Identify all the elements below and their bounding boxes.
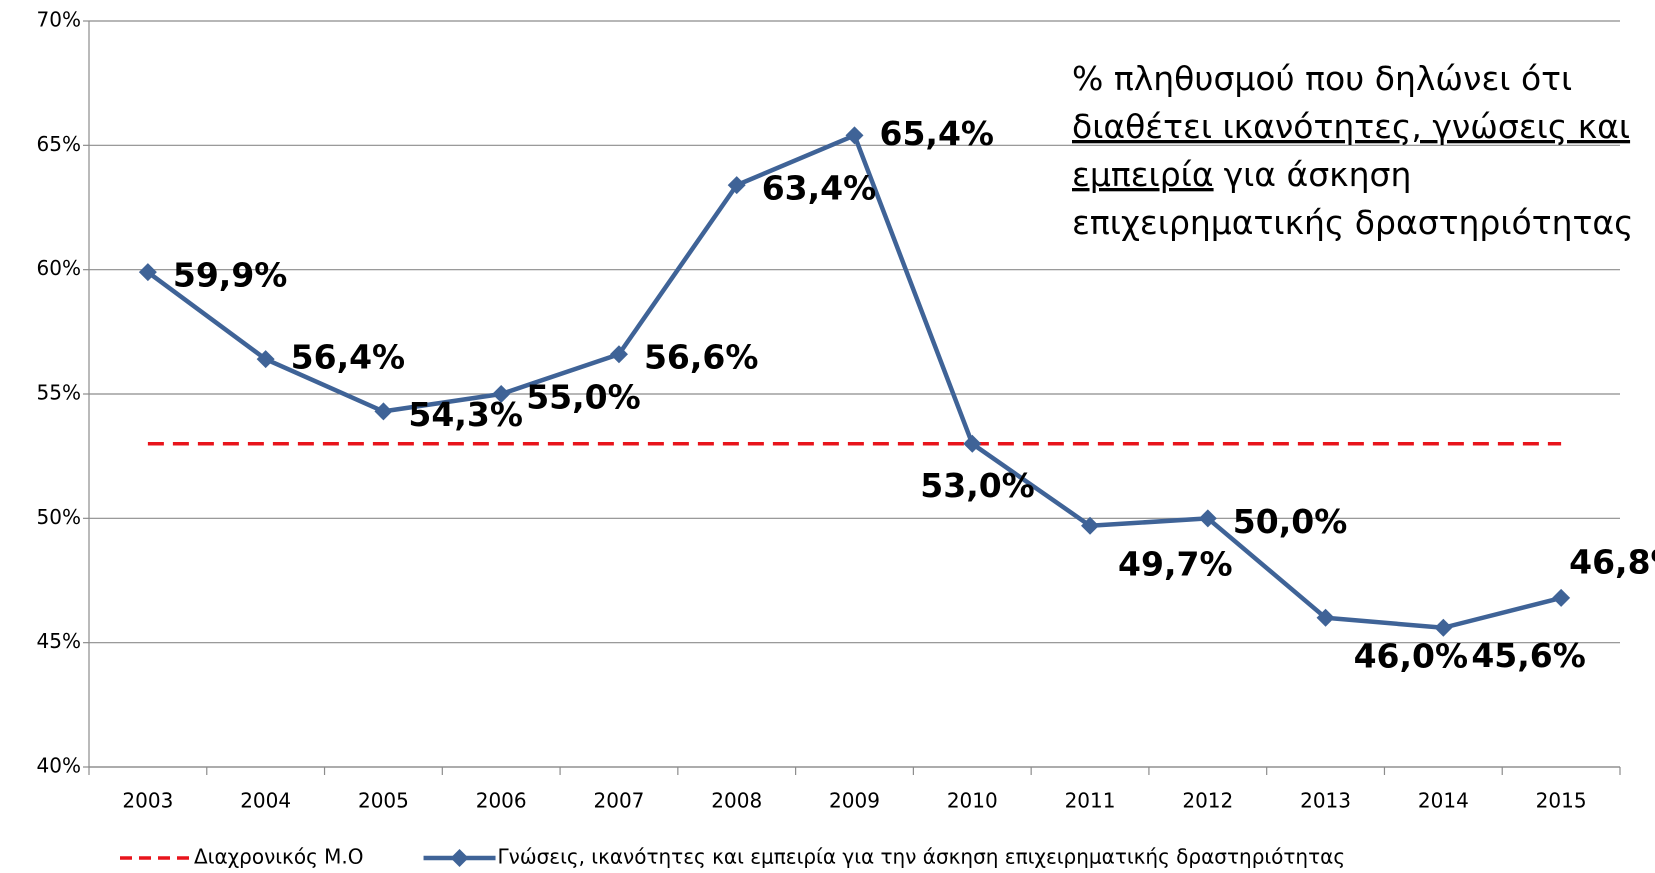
legend-label: Διαχρονικός Μ.Ο xyxy=(194,845,364,869)
legend-marker xyxy=(450,849,469,867)
x-tick-label: 2011 xyxy=(1065,789,1116,813)
x-tick-label: 2007 xyxy=(594,789,645,813)
y-tick-label: 40% xyxy=(37,754,81,778)
x-tick-label: 2012 xyxy=(1182,789,1233,813)
x-tick-label: 2006 xyxy=(476,789,527,813)
marker xyxy=(1434,618,1453,637)
x-tick-label: 2005 xyxy=(358,789,409,813)
marker xyxy=(1198,509,1217,528)
y-tick-label: 45% xyxy=(37,629,81,653)
marker xyxy=(374,402,393,421)
marker xyxy=(1552,588,1571,607)
marker xyxy=(256,350,275,369)
x-tick-label: 2008 xyxy=(711,789,762,813)
legend-label: Γνώσεις, ικανότητες και εμπειρία για την… xyxy=(498,845,1346,869)
data-label: 53,0% xyxy=(920,466,1035,505)
annotation-part: εμπειρία xyxy=(1072,155,1214,194)
x-tick-label: 2003 xyxy=(122,789,173,813)
annotation: % πληθυσμού που δηλώνει ότι διαθέτει ικαν… xyxy=(1072,59,1633,242)
data-label: 59,9% xyxy=(173,256,288,295)
x-tick-label: 2013 xyxy=(1300,789,1351,813)
x-tick-label: 2010 xyxy=(947,789,998,813)
marker xyxy=(845,126,864,145)
data-label: 65,4% xyxy=(880,114,995,153)
y-tick-label: 70% xyxy=(37,8,81,32)
marker xyxy=(609,345,628,364)
marker xyxy=(963,434,982,453)
data-label: 46,8% xyxy=(1569,542,1655,581)
marker xyxy=(492,385,511,403)
data-label: 56,4% xyxy=(291,338,406,377)
data-label: 46,0% xyxy=(1354,636,1469,675)
x-tick-label: 2004 xyxy=(240,789,291,813)
x-tick-label: 2014 xyxy=(1418,789,1469,813)
marker xyxy=(1316,608,1335,627)
x-tick-label: 2015 xyxy=(1536,789,1587,813)
data-label: 49,7% xyxy=(1118,544,1233,583)
marker xyxy=(727,176,746,195)
data-label: 54,3% xyxy=(408,395,523,434)
data-label: 45,6% xyxy=(1471,636,1586,675)
data-label: 55,0% xyxy=(526,378,641,417)
x-tick-label: 2009 xyxy=(829,789,880,813)
data-label: 56,6% xyxy=(644,338,759,377)
annotation-part: διαθέτει ικανότητες, γνώσεις και xyxy=(1072,107,1630,146)
marker xyxy=(1081,516,1100,535)
annotation-part: επιχειρηματικής δραστηριότητας xyxy=(1072,203,1633,242)
y-tick-label: 60% xyxy=(37,256,81,280)
y-tick-label: 55% xyxy=(37,381,81,405)
y-tick-label: 50% xyxy=(37,505,81,529)
marker xyxy=(138,263,157,282)
y-tick-label: 65% xyxy=(37,132,81,156)
annotation-part: % πληθυσμού που δηλώνει ότι xyxy=(1072,59,1572,98)
annotation-part: για άσκηση xyxy=(1224,155,1412,194)
data-label: 63,4% xyxy=(762,169,877,208)
data-label: 50,0% xyxy=(1233,502,1348,541)
